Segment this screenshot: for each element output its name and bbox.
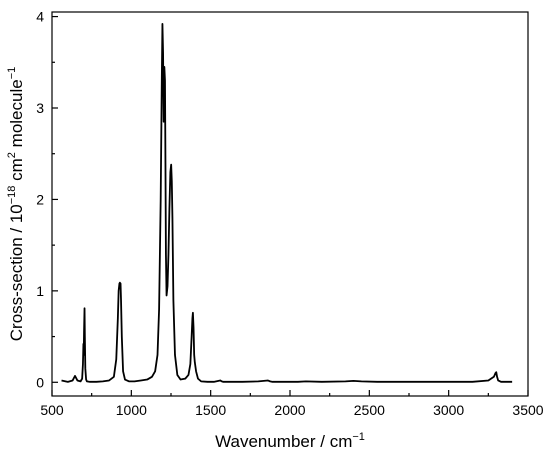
x-tick-label: 1500 [195, 402, 226, 418]
x-tick-label: 500 [40, 402, 64, 418]
x-tick-label: 3000 [433, 402, 464, 418]
x-tick-label: 3500 [512, 402, 543, 418]
plot-frame [51, 11, 529, 397]
x-tick-label: 2000 [274, 402, 305, 418]
y-tick-label: 0 [36, 374, 44, 390]
y-tick-label: 3 [36, 100, 44, 116]
tick-labels: 500 1000 1500 2000 2500 3000 3500 0 1 2 3 4 [36, 9, 544, 418]
x-tick-label: 1000 [116, 402, 147, 418]
x-tick-label: 2500 [354, 402, 385, 418]
series-line [61, 22, 513, 383]
x-axis-title: Wavenumber / cm−1 [215, 431, 365, 451]
ticks [51, 15, 529, 396]
y-axis-title: Cross-section / 10−18 cm2 molecule−1 [6, 67, 26, 342]
y-tick-label: 1 [36, 283, 44, 299]
y-tick-label: 2 [36, 191, 44, 207]
y-tick-label: 4 [36, 9, 44, 25]
